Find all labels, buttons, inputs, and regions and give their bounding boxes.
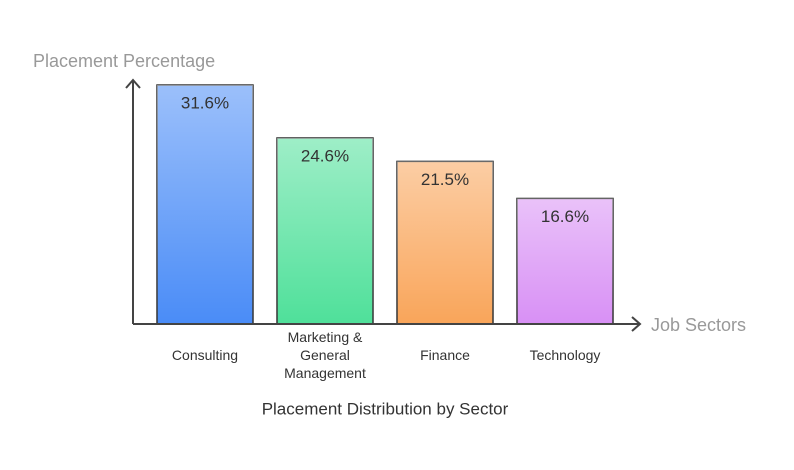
bar-highlight xyxy=(397,161,493,324)
value-label: 24.6% xyxy=(301,146,349,165)
x-tick-label: Consulting xyxy=(171,347,239,363)
bar-highlight xyxy=(157,85,253,325)
bars: 31.6% 24.6% 21.5% 16.6% xyxy=(156,84,614,325)
x-axis xyxy=(133,316,642,332)
value-label: 16.6% xyxy=(541,207,589,226)
y-axis-title: Placement Percentage xyxy=(33,51,215,71)
x-tick-label: Finance xyxy=(420,347,470,363)
value-label: 31.6% xyxy=(181,94,229,113)
x-axis-title: Job Sectors xyxy=(651,315,746,335)
x-tick-label: Technology xyxy=(529,347,601,363)
x-tick-label: Marketing & General Management xyxy=(284,329,366,381)
bar-highlight xyxy=(277,137,373,324)
y-axis xyxy=(125,78,141,324)
chart-title: Placement Distribution by Sector xyxy=(262,399,509,418)
bar-highlight xyxy=(517,198,613,324)
value-label: 21.5% xyxy=(421,170,469,189)
